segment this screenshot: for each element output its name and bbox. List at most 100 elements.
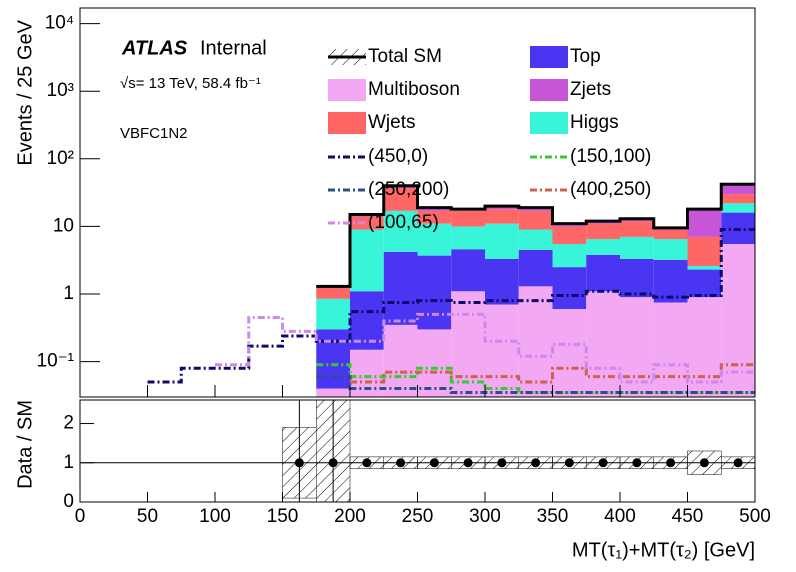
x-tick-label: 400 [604,506,636,527]
main-plot [147,182,755,397]
stack-segment [451,249,485,292]
legend-label: Wjets [368,112,416,133]
stack-segment [721,203,755,213]
y-tick-label: 10³ [47,80,74,101]
stack-segment [518,207,553,211]
data-point [497,458,507,468]
data-point [699,458,709,468]
axes: 0 50 100 150 200 250 300 350 400 450 50010⁻¹11010²… [37,13,771,527]
x-axis-label: MT(τ₁)+MT(τ₂) [GeV] [572,539,755,561]
stack-segment [518,229,553,250]
atlas-label: ATLAS [121,37,188,59]
stack-segment [350,216,384,230]
legend-swatch [530,112,568,134]
x-tick-label: 250 [402,506,434,527]
energy-label: √s= 13 TeV, 58.4 fb⁻¹ [120,75,261,92]
stack-segment [620,221,654,237]
stack-segment [485,206,519,210]
legend-swatch [328,112,366,134]
legend-label: (400,250) [570,179,651,200]
data-point [463,458,473,468]
stack-segment [653,259,688,303]
legend-swatch [530,46,568,68]
data-point [598,458,608,468]
stack-segment [586,254,620,292]
stack-segment [451,210,485,227]
y-tick-label: 10² [47,148,74,169]
stack-segment [586,239,620,255]
legend-label: Zjets [570,79,611,100]
stack-segment [518,249,553,287]
ratio-y-axis-label: Data / SM [14,400,36,489]
stack-segment [485,304,519,397]
legend-swatch [328,79,366,101]
stack-segment [451,291,485,397]
x-tick-label: 100 [199,506,231,527]
data-point [362,458,372,468]
x-tick-label: 350 [537,506,569,527]
x-tick-label: 150 [267,506,299,527]
main-frame [79,7,756,398]
y-tick-label: 10⁴ [45,13,74,34]
stack-segment [417,329,452,397]
ratio-frame [79,399,756,503]
data-point [733,458,743,468]
stack-segment [383,188,418,211]
stack-segment [653,239,688,260]
signal-line [147,228,755,384]
y-tick-label: 10 [53,215,74,236]
signal-line [215,312,755,384]
x-tick-label: 300 [469,506,501,527]
stack-segment [620,297,654,397]
stack-segment [451,226,485,250]
stack-segment [687,269,722,298]
signal-line [316,375,755,394]
x-tick-label: 200 [334,506,366,527]
stack-segment [552,226,587,244]
legend-label: (250,200) [368,179,449,200]
stack-segment [417,210,452,224]
stack-segment [687,265,722,270]
stack-segment [687,297,722,397]
ratio-y-tick-label: 2 [63,413,74,434]
stack-segment [350,229,384,292]
stack-segment [721,194,755,204]
ratio-plot [80,400,755,502]
region-label: VBFC1N2 [120,125,188,142]
stack-segment [417,223,452,256]
stack-segment [350,349,384,397]
stack-segment [518,286,553,397]
legend-label: (100,65) [368,212,439,233]
data-point [328,458,338,468]
legend-label: Total SM [368,46,442,67]
legend-label: Higgs [570,112,619,133]
stack-segment [316,298,350,330]
legend-label: Multiboson [368,79,460,100]
stack-segment [316,388,350,397]
data-point [564,458,574,468]
data-point [531,458,541,468]
y-tick-label: 1 [63,283,74,304]
stack-segment [518,210,553,230]
stack-segment [552,309,587,397]
signal-line [316,363,755,394]
x-tick-label: 500 [739,506,771,527]
data-point [632,458,642,468]
internal-label: Internal [200,37,267,59]
stack-segment [417,207,452,211]
stack-segment [383,324,418,397]
x-tick-label: 50 [137,506,158,527]
stack-segment [620,236,654,259]
y-axis-label: Events / 25 GeV [14,19,36,165]
stack-segment [485,258,519,305]
ratio-y-tick-label: 0 [63,491,74,512]
stack-segment [586,223,620,240]
stack-segment [687,236,722,266]
stack-segment [552,243,587,268]
y-tick-label: 10⁻¹ [37,351,75,372]
stack-segment [552,267,587,310]
stack-segment [586,291,620,397]
stack-segment [721,184,755,195]
